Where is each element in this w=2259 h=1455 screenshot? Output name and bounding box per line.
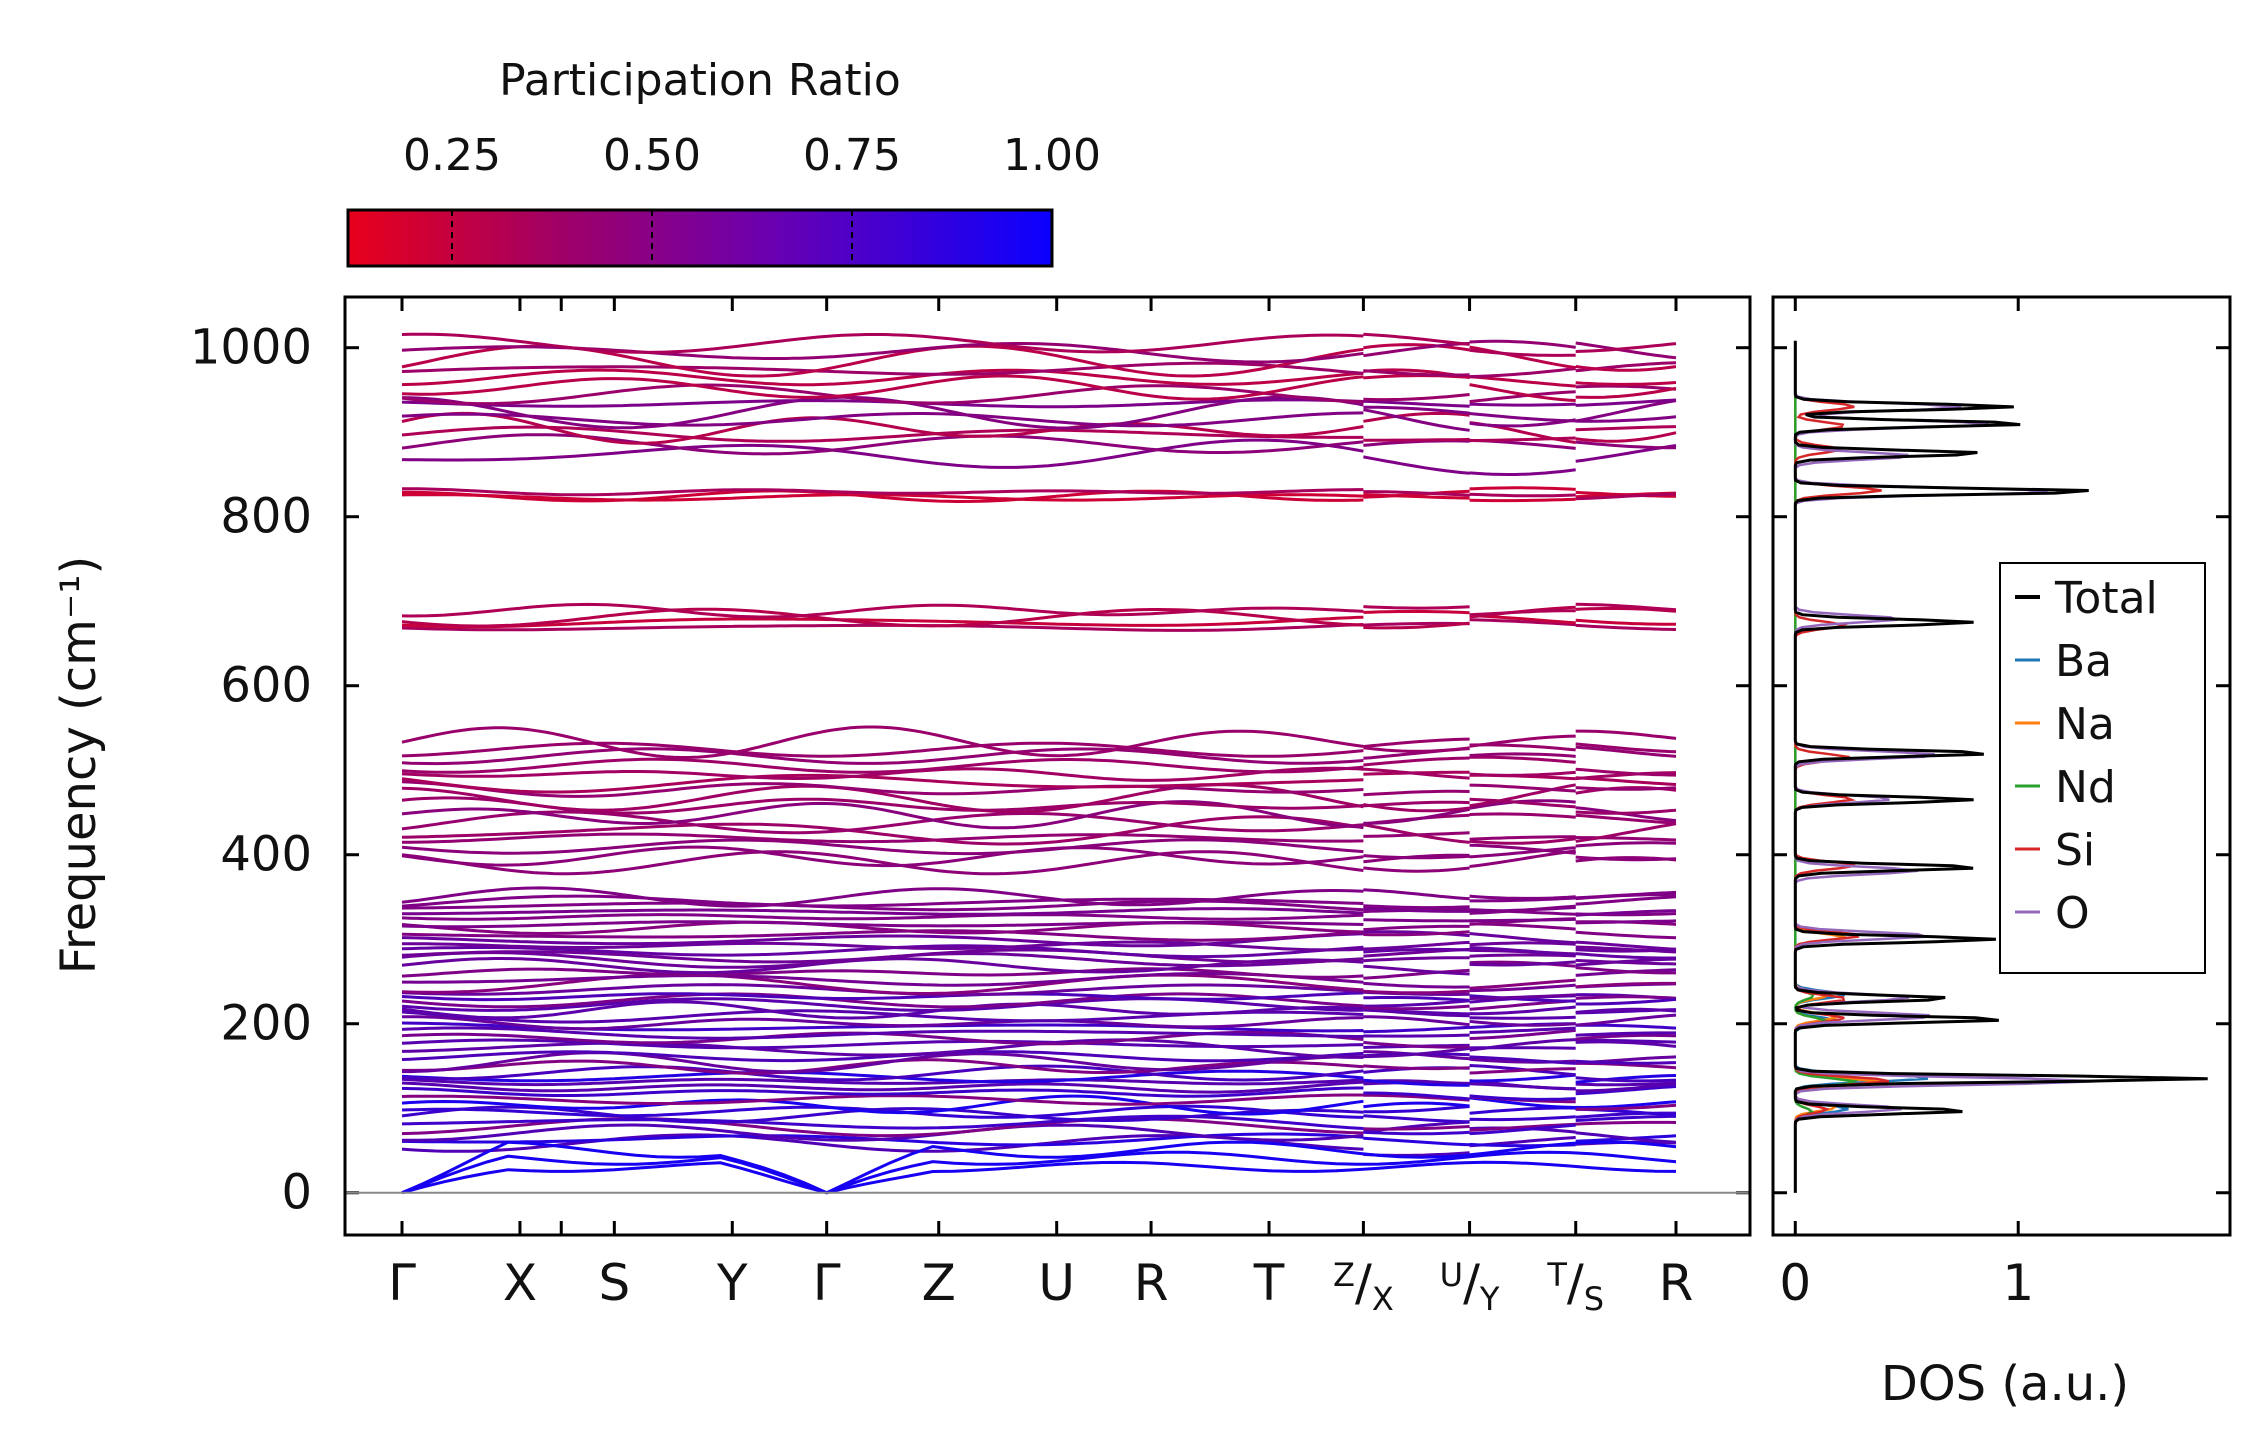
band-line — [401, 1085, 1677, 1101]
band-line — [401, 890, 1677, 911]
acoustic-branch — [401, 1160, 1677, 1195]
kpath-label: S — [598, 1254, 630, 1312]
band-line — [401, 755, 1677, 777]
kpath-label: Γ — [813, 1254, 841, 1312]
y-tick-label: 800 — [220, 489, 312, 545]
legend-label: Si — [2055, 825, 2095, 876]
y-axis-label: Frequency (cm⁻¹) — [51, 556, 107, 974]
dos-axis-ticks — [1773, 297, 2230, 1235]
colorbar-tick-label: 0.75 — [803, 130, 901, 181]
band-line — [401, 960, 1676, 980]
band-line — [401, 766, 1677, 782]
y-tick-label: 600 — [220, 658, 312, 714]
kpath-label: Γ — [388, 1254, 416, 1312]
band-line — [401, 838, 1677, 860]
legend-frame — [1999, 562, 2206, 974]
band-line — [402, 831, 1677, 844]
band-line — [401, 1013, 1677, 1031]
dos-lines — [1793, 340, 2208, 1193]
band-lines — [401, 332, 1677, 1195]
colorbar-tick-label: 0.50 — [603, 130, 701, 181]
kpath-labels: Γ X S Y Γ Z U R T Z/X U/Y T/S R — [388, 1254, 1693, 1318]
legend-label: O — [2055, 888, 2090, 939]
band-line — [401, 425, 1677, 443]
band-line — [401, 368, 1677, 402]
kpath-label: T/S — [1546, 1254, 1604, 1318]
acoustic-branch — [401, 1150, 1677, 1195]
band-line — [401, 886, 1677, 908]
band-line — [401, 783, 1677, 814]
band-line — [401, 332, 1677, 357]
legend-label: Na — [2055, 699, 2115, 750]
kpath-label: U/Y — [1440, 1254, 1500, 1318]
dos-curve-nd — [1794, 340, 1859, 1193]
y-tick-labels: 0 200 400 600 800 1000 — [190, 320, 312, 1221]
band-line — [401, 618, 1677, 632]
kpath-label: R — [1659, 1254, 1694, 1312]
kpath-label: X — [503, 1254, 537, 1312]
kpath-label: R — [1134, 1254, 1169, 1312]
dos-curve-ba — [1794, 340, 1929, 1193]
y-tick-label: 0 — [281, 1165, 312, 1221]
band-axis-ticks — [345, 297, 1750, 1235]
band-line — [401, 1132, 1677, 1148]
band-line — [402, 487, 1677, 501]
dos-plot-frame — [1771, 295, 2232, 1237]
kpath-label: U — [1038, 1254, 1075, 1312]
band-line — [401, 1133, 1677, 1157]
dos-curve-total — [1793, 340, 2208, 1193]
y-tick-label: 1000 — [190, 320, 312, 376]
band-line — [401, 438, 1677, 476]
band-line — [401, 737, 1677, 758]
colorbar-ticks: 0.25 0.50 0.75 1.00 — [403, 130, 1101, 266]
dos-curve-na — [1794, 340, 1881, 1193]
band-line — [401, 1008, 1677, 1024]
legend-label: Ba — [2055, 636, 2112, 687]
band-line — [401, 917, 1677, 929]
legend-label: Nd — [2055, 762, 2116, 813]
colorbar-tick-label: 1.00 — [1003, 130, 1101, 181]
colorbar-gradient — [346, 208, 1054, 268]
y-tick-label: 400 — [220, 827, 312, 883]
dos-x-tick-label: 0 — [1779, 1254, 1811, 1312]
y-tick-label: 200 — [220, 996, 312, 1052]
acoustic-branch — [401, 1140, 1677, 1195]
band-line — [401, 1026, 1676, 1040]
colorbar: 0.25 0.50 0.75 1.00 — [346, 130, 1101, 268]
band-plot-frame — [343, 295, 1752, 1237]
dos-curve-si — [1794, 340, 1890, 1193]
colorbar-tick-label: 0.25 — [403, 130, 501, 181]
dos-legend: Total Ba Na Nd Si O — [1999, 562, 2206, 974]
band-line — [401, 1104, 1677, 1119]
kpath-label: Z/X — [1333, 1254, 1394, 1318]
band-line — [401, 780, 1677, 798]
kpath-label: T — [1253, 1254, 1285, 1312]
band-line — [401, 745, 1677, 766]
band-line — [401, 725, 1677, 760]
colorbar-title: Participation Ratio — [499, 55, 901, 106]
band-line — [402, 940, 1677, 952]
kpath-label: Y — [716, 1254, 748, 1312]
band-line — [401, 405, 1677, 428]
dos-x-tick-label: 1 — [2002, 1254, 2034, 1312]
kpath-label: Z — [922, 1254, 956, 1312]
dos-x-axis-label: DOS (a.u.) — [1881, 1356, 2129, 1412]
legend-label: Total — [2054, 573, 2158, 624]
band-line — [401, 602, 1677, 619]
band-line — [401, 815, 1677, 846]
